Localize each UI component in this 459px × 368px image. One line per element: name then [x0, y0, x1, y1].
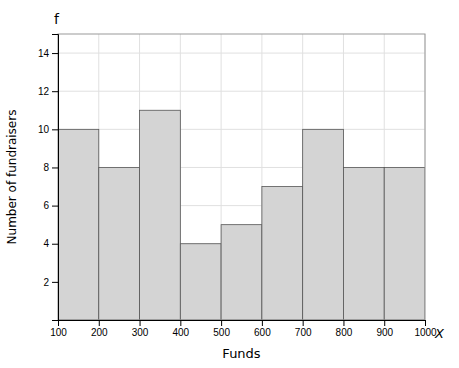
- bar: [180, 244, 221, 320]
- y-tick-mark: [52, 129, 58, 130]
- bar: [262, 187, 303, 320]
- x-tick-mark: [425, 320, 426, 326]
- y-axis-line: [52, 35, 59, 321]
- bar: [303, 129, 344, 320]
- annotation: X: [434, 326, 445, 341]
- y-tick-mark: [52, 282, 58, 283]
- y-tick-mark: [52, 244, 58, 245]
- annotation: f: [54, 11, 60, 27]
- y-tick: 14: [38, 48, 58, 59]
- x-tick-mark: [343, 320, 344, 326]
- y-tick-label: 10: [38, 124, 50, 135]
- y-tick-mark: [52, 206, 58, 207]
- x-tick-label: 900: [376, 327, 393, 338]
- bar: [140, 110, 181, 320]
- x-tick-mark: [180, 320, 181, 326]
- x-tick-label: 600: [254, 327, 271, 338]
- y-tick-label: 8: [43, 162, 49, 173]
- y-tick-label: 2: [43, 277, 49, 288]
- chart: 100 200 300 400 500 600 700 800 900 1000 2 4 6 8 10 12 1…: [0, 0, 459, 368]
- bar: [99, 167, 140, 320]
- y-tick-mark: [52, 91, 58, 92]
- x-tick: 800: [336, 320, 353, 338]
- x-tick-label: 700: [295, 327, 312, 338]
- plot-frame: [58, 34, 425, 320]
- bar: [221, 225, 262, 320]
- grid-line-y: [58, 53, 425, 54]
- y-tick-label: 12: [38, 86, 50, 97]
- x-tick-label: 200: [91, 327, 108, 338]
- y-axis-title: Number of fundraisers: [5, 110, 19, 245]
- plot: 100 200 300 400 500 600 700 800 900 1000 2 4 6 8 10 12 1…: [38, 34, 437, 338]
- x-tick: 500: [213, 320, 230, 338]
- x-tick: 1000: [414, 320, 437, 338]
- x-axis-line: [59, 321, 426, 327]
- x-tick: 400: [172, 320, 189, 338]
- y-tick-label: 4: [43, 238, 49, 249]
- x-tick: 900: [376, 320, 393, 338]
- x-tick-mark: [140, 320, 141, 326]
- x-tick: 200: [91, 320, 108, 338]
- y-tick: 12: [38, 86, 58, 97]
- x-tick: 300: [132, 320, 149, 338]
- y-tick: 8: [43, 162, 58, 173]
- x-tick-label: 400: [172, 327, 189, 338]
- grid-line-y: [58, 91, 425, 92]
- x-axis: 100 200 300 400 500 600 700 800 900 1000: [50, 320, 437, 338]
- grid-line-y: [58, 129, 425, 130]
- x-axis-title: Funds: [222, 346, 260, 361]
- x-tick-label: 800: [336, 327, 353, 338]
- x-tick: 700: [295, 320, 312, 338]
- y-tick-mark: [52, 53, 58, 54]
- x-tick-mark: [303, 320, 304, 326]
- x-tick-label: 100: [50, 327, 67, 338]
- x-tick: 600: [254, 320, 271, 338]
- bar: [343, 167, 384, 320]
- x-tick-mark: [221, 320, 222, 326]
- x-tick: 100: [50, 320, 67, 338]
- bars: [58, 110, 425, 320]
- y-tick-label: 6: [43, 200, 49, 211]
- y-tick: 10: [38, 124, 58, 135]
- grid: [58, 34, 425, 320]
- x-tick-label: 500: [213, 327, 230, 338]
- y-tick-label: 14: [38, 48, 50, 59]
- x-tick-mark: [262, 320, 263, 326]
- x-tick-label: 300: [132, 327, 149, 338]
- x-tick-mark: [384, 320, 385, 326]
- y-tick: 6: [43, 200, 58, 211]
- y-axis: 2 4 6 8 10 12 14: [38, 35, 59, 321]
- y-tick: 2: [43, 277, 58, 288]
- bar: [58, 129, 99, 320]
- y-tick-mark: [52, 167, 58, 168]
- x-tick-mark: [99, 320, 100, 326]
- x-tick-label: 1000: [414, 327, 437, 338]
- y-tick: 4: [43, 238, 58, 249]
- bar: [384, 167, 425, 320]
